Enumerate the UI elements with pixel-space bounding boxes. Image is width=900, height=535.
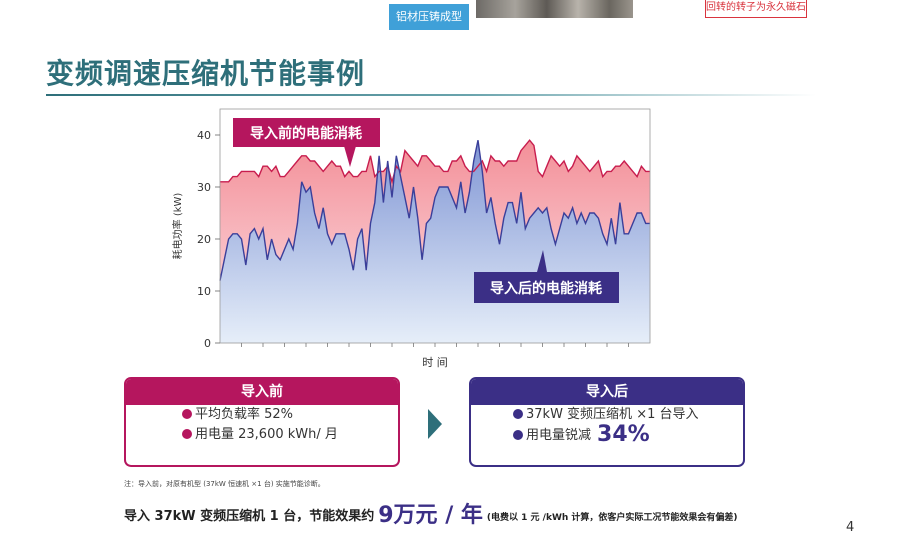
y-tick-label: 10 (197, 285, 211, 298)
reduction-percent: 34% (597, 422, 650, 447)
bullet-icon (513, 409, 523, 419)
summary-prefix: 导入 37kW 变频压缩机 1 台，节能效果约 (124, 509, 375, 524)
summary-savings-value: 9万元 / 年 (378, 503, 483, 528)
before-summary-box: 导入前 平均负载率 52% 用电量 23,600 kWh/ 月 (124, 377, 400, 467)
page-number: 4 (846, 520, 855, 535)
y-tick-label: 0 (204, 337, 211, 350)
arrow-right-icon (428, 409, 442, 439)
savings-summary: 导入 37kW 变频压缩机 1 台，节能效果约 9万元 / 年 (电费以 1 元 /… (124, 497, 738, 529)
x-axis-ticks (241, 343, 629, 347)
after-callout: 导入后的电能消耗 (474, 250, 619, 303)
before-callout: 导入前的电能消耗 (233, 118, 380, 167)
y-tick-label: 40 (197, 129, 211, 142)
before-power-usage: 用电量 23,600 kWh/ 月 (126, 425, 398, 445)
before-callout-box (233, 118, 380, 147)
after-power-reduction: 用电量锐减 34% (471, 422, 743, 447)
bullet-icon (182, 409, 192, 419)
y-axis-label: 耗电功率 (kW) (171, 193, 184, 260)
page-title: 变频调速压缩机节能事例 (46, 57, 366, 90)
after-callout-pointer (537, 250, 547, 272)
after-series-line (219, 140, 650, 281)
x-axis-label: 时 间 (422, 356, 448, 369)
compressor-parts-photo (476, 0, 633, 18)
top-note-label: 回转的转子为永久磁石 (705, 0, 807, 18)
y-tick-label: 20 (197, 233, 211, 246)
summary-note: (电费以 1 元 /kWh 计算，依客户实际工况节能效果会有偏差) (486, 513, 738, 523)
bullet-icon (513, 430, 523, 440)
after-box-title: 导入后 (471, 379, 743, 405)
top-image-tag: 铝材压铸成型 (389, 4, 469, 30)
before-callout-label: 导入前的电能消耗 (250, 125, 362, 142)
before-box-title: 导入前 (126, 379, 398, 405)
before-load-rate: 平均负载率 52% (126, 405, 398, 425)
power-consumption-chart: 0 10 20 30 40 耗电功率 (kW) 时 间 导入前的电能消耗 导入后的电能消… (171, 108, 651, 369)
y-axis: 0 10 20 30 40 (197, 129, 220, 350)
before-series-line (220, 139, 650, 185)
after-compressor-info: 37kW 变频压缩机 ×1 台导入 (471, 405, 743, 425)
footnote: 注：导入前，对原有机型 (37kW 恒速机 ×1 台) 实施节能诊断。 (124, 480, 325, 488)
after-summary-box: 导入后 37kW 变频压缩机 ×1 台导入 用电量锐减 34% (469, 377, 745, 467)
title-underline (46, 94, 816, 96)
bullet-icon (182, 429, 192, 439)
before-callout-pointer (344, 146, 356, 167)
after-callout-label: 导入后的电能消耗 (490, 280, 602, 297)
after-callout-box (474, 272, 619, 303)
y-tick-label: 30 (197, 181, 211, 194)
